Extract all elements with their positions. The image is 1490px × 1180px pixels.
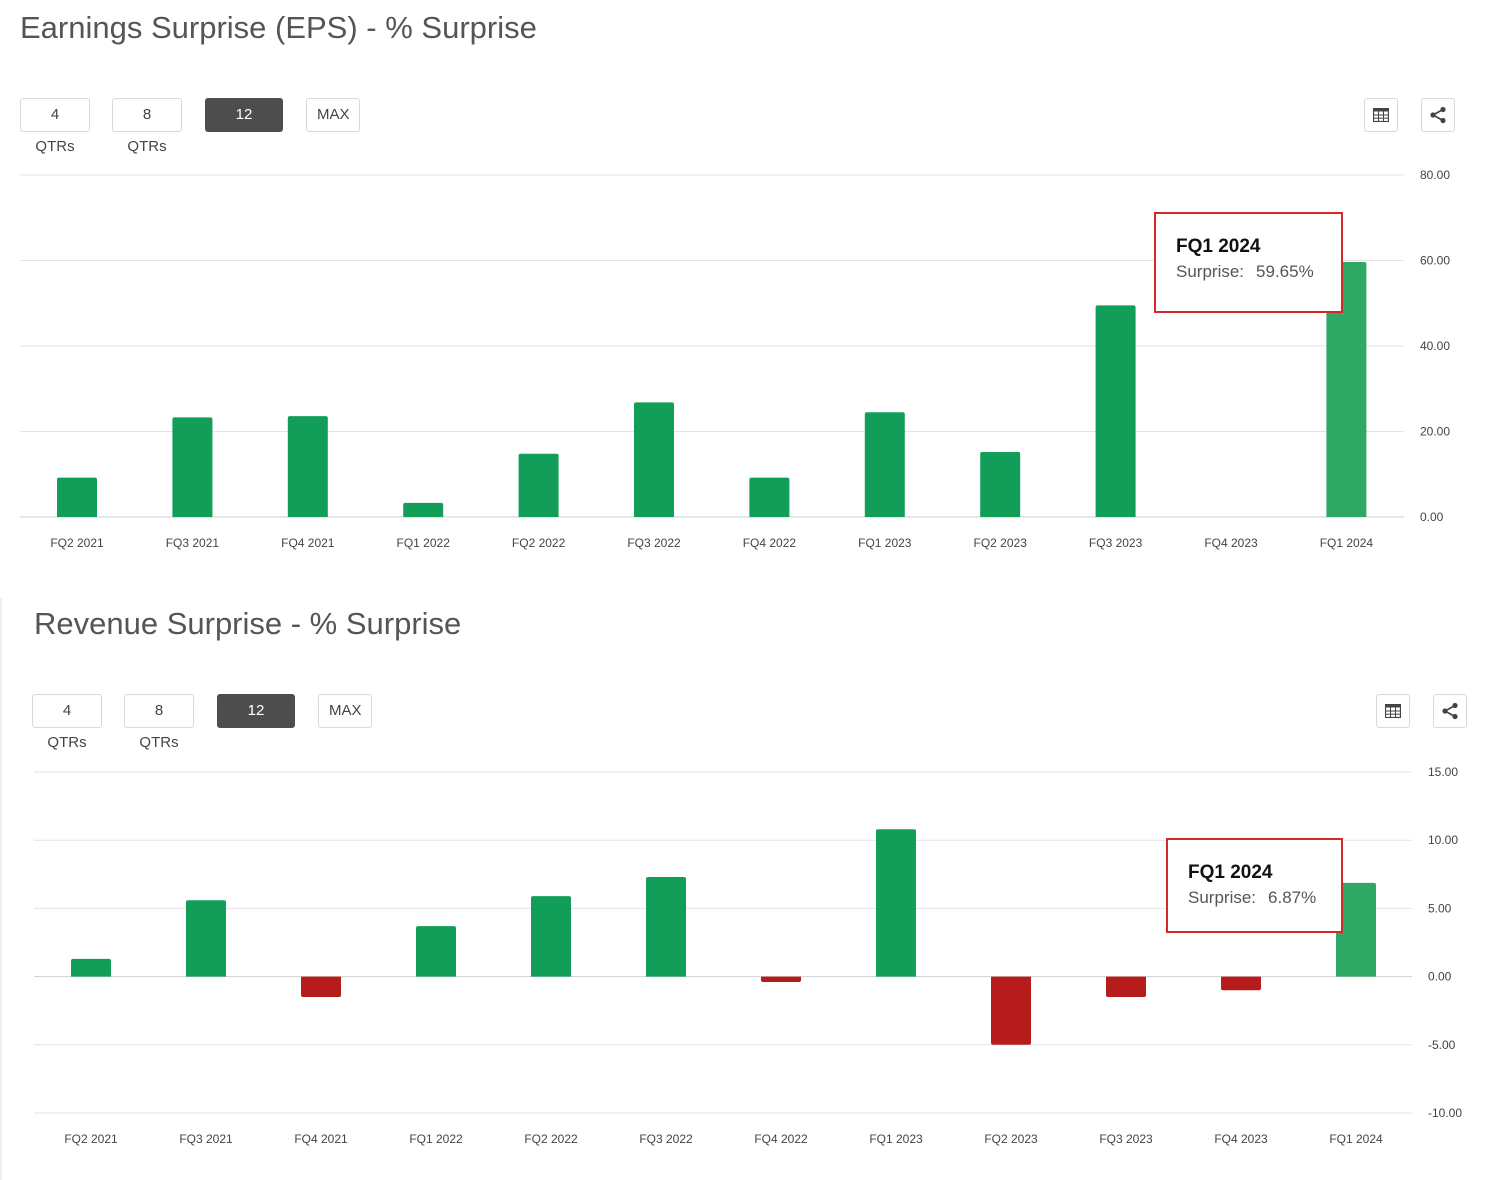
x-tick-label: FQ2 2021 <box>50 536 104 550</box>
tooltip-row: Surprise: 59.65% <box>1176 262 1341 282</box>
tooltip-title: FQ1 2024 <box>1176 236 1261 257</box>
tooltip-label: Surprise: <box>1188 888 1257 907</box>
bar-fq1-2024[interactable] <box>1326 261 1367 517</box>
x-tick-label: FQ2 2022 <box>524 1132 578 1146</box>
x-tick-label: FQ4 2021 <box>281 536 335 550</box>
y-tick-label: 5.00 <box>1428 901 1452 915</box>
share-icon <box>1430 106 1446 124</box>
y-tick-label: 40.00 <box>1420 339 1450 353</box>
tooltip-row: Surprise: 6.87% <box>1188 888 1341 908</box>
y-tick-label: -5.00 <box>1428 1038 1456 1052</box>
x-tick-label: FQ3 2022 <box>627 536 681 550</box>
chart-tooltip: FQ1 2024 Surprise: 6.87% <box>1166 838 1343 933</box>
y-tick-label: -10.00 <box>1428 1106 1462 1120</box>
bar-fq2-2022[interactable] <box>531 896 571 977</box>
bar-fq1-2024[interactable] <box>1336 882 1376 977</box>
x-tick-label: FQ2 2021 <box>64 1132 118 1146</box>
range-8-qtrs-button[interactable]: 8 QTRs <box>124 694 194 751</box>
bar-fq1-2022[interactable] <box>416 926 456 977</box>
bar-fq3-2023[interactable] <box>1106 976 1146 998</box>
bar-fq3-2021[interactable] <box>186 900 226 977</box>
chart-title: Revenue Surprise - % Surprise <box>34 606 462 641</box>
y-tick-label: 20.00 <box>1420 425 1450 439</box>
range-12-qtrs-button[interactable]: 12 QTRs <box>217 694 295 751</box>
table-view-button[interactable] <box>1376 694 1410 728</box>
y-tick-label: 60.00 <box>1420 254 1450 268</box>
x-tick-label: FQ3 2021 <box>179 1132 233 1146</box>
range-max-button[interactable]: MAX <box>318 694 372 728</box>
bar-fq1-2023[interactable] <box>876 829 916 977</box>
x-tick-label: FQ1 2022 <box>397 536 451 550</box>
tooltip-value: 59.65% <box>1256 262 1314 281</box>
revenue-surprise-panel: Revenue Surprise - % Surprise 4 QTRs 8 Q… <box>0 598 1490 1180</box>
bar-fq3-2023[interactable] <box>1095 305 1136 517</box>
x-tick-label: FQ1 2023 <box>869 1132 923 1146</box>
share-button[interactable] <box>1421 98 1455 132</box>
revenue-bar-chart: -10.00 -5.00 0.00 5.00 10.00 15.00 FQ2 2021 FQ3… <box>34 765 1462 1146</box>
x-tick-label: FQ1 2022 <box>409 1132 463 1146</box>
bar-fq2-2021[interactable] <box>71 958 111 977</box>
tooltip-label: Surprise: <box>1176 262 1245 281</box>
x-tick-label: FQ3 2021 <box>166 536 220 550</box>
eps-bar-chart: 0.00 20.00 40.00 60.00 80.00 FQ2 2021 FQ3 2021… <box>20 168 1450 550</box>
bar-fq2-2022[interactable] <box>518 453 559 517</box>
range-4-qtrs-button[interactable]: 4 QTRs <box>32 694 102 751</box>
y-tick-label: 0.00 <box>1420 510 1444 524</box>
x-tick-label: FQ1 2024 <box>1329 1132 1383 1146</box>
x-tick-label: FQ4 2021 <box>294 1132 348 1146</box>
bar-fq4-2021[interactable] <box>287 416 328 517</box>
x-tick-label: FQ1 2023 <box>858 536 912 550</box>
x-tick-label: FQ4 2022 <box>743 536 797 550</box>
x-tick-label: FQ4 2023 <box>1214 1132 1268 1146</box>
table-icon <box>1385 704 1401 718</box>
share-icon <box>1442 702 1458 720</box>
x-tick-label: FQ4 2023 <box>1204 536 1258 550</box>
x-tick-label: FQ3 2023 <box>1099 1132 1153 1146</box>
range-12-qtrs-button[interactable]: 12 QTRs <box>205 98 283 155</box>
bar-fq2-2023[interactable] <box>980 452 1021 517</box>
x-tick-label: FQ2 2023 <box>984 1132 1038 1146</box>
bar-fq1-2023[interactable] <box>864 412 905 517</box>
table-icon <box>1373 108 1389 122</box>
tooltip-value: 6.87% <box>1268 888 1317 907</box>
bar-fq4-2022[interactable] <box>749 477 790 517</box>
chart-title: Earnings Surprise (EPS) - % Surprise <box>20 10 537 45</box>
range-4-qtrs-button[interactable]: 4 QTRs <box>20 98 90 155</box>
x-tick-label: FQ2 2023 <box>974 536 1028 550</box>
bar-fq4-2022[interactable] <box>761 976 801 983</box>
bar-fq1-2022[interactable] <box>403 502 444 517</box>
x-tick-label: FQ3 2022 <box>639 1132 693 1146</box>
x-tick-label: FQ1 2024 <box>1320 536 1374 550</box>
bar-fq3-2021[interactable] <box>172 417 213 517</box>
x-tick-label: FQ3 2023 <box>1089 536 1143 550</box>
tooltip-title: FQ1 2024 <box>1188 862 1273 883</box>
bar-fq2-2021[interactable] <box>57 477 97 517</box>
y-tick-label: 80.00 <box>1420 168 1450 182</box>
table-view-button[interactable] <box>1364 98 1398 132</box>
bar-fq4-2023[interactable] <box>1221 976 1261 991</box>
eps-surprise-panel: Earnings Surprise (EPS) - % Surprise 4 Q… <box>20 10 1455 550</box>
range-8-qtrs-button[interactable]: 8 QTRs <box>112 98 182 155</box>
y-tick-label: 0.00 <box>1428 970 1452 984</box>
range-max-button[interactable]: MAX <box>306 98 360 132</box>
y-tick-label: 15.00 <box>1428 765 1458 779</box>
x-tick-label: FQ4 2022 <box>754 1132 808 1146</box>
bar-fq2-2023[interactable] <box>991 976 1031 1045</box>
share-button[interactable] <box>1433 694 1467 728</box>
y-tick-label: 10.00 <box>1428 833 1458 847</box>
bar-fq4-2021[interactable] <box>301 976 341 998</box>
bar-fq3-2022[interactable] <box>646 877 686 977</box>
x-tick-label: FQ2 2022 <box>512 536 566 550</box>
chart-tooltip: FQ1 2024 Surprise: 59.65% <box>1154 212 1343 313</box>
bar-fq3-2022[interactable] <box>634 402 674 517</box>
